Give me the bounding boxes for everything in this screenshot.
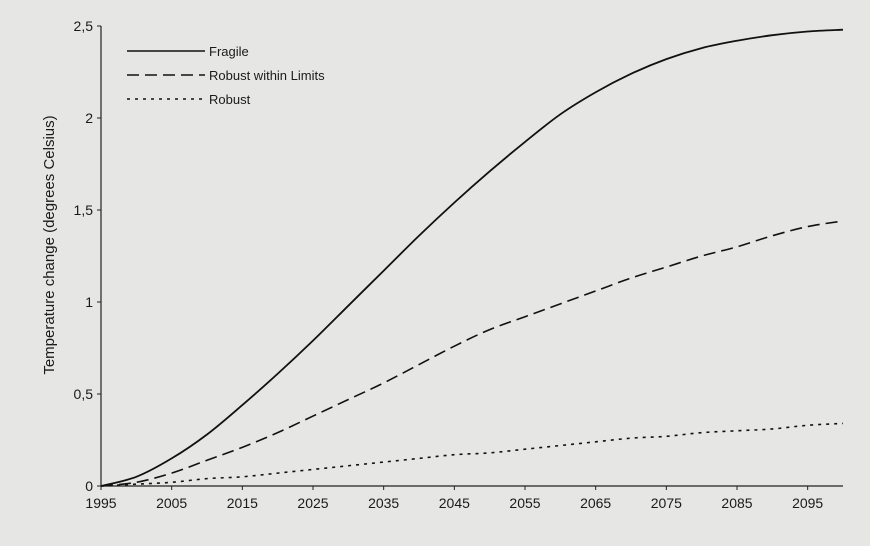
axes xyxy=(97,25,843,490)
y-tick-label: 1,5 xyxy=(74,202,94,218)
series-lines xyxy=(100,28,844,487)
y-tick-label: 2,5 xyxy=(74,18,94,34)
legend: Fragile Robust within Limits Robust xyxy=(127,44,325,107)
series-line-2 xyxy=(100,220,844,487)
y-tick-label: 2 xyxy=(85,110,93,126)
legend-label-2: Robust within Limits xyxy=(209,68,325,83)
x-tick-label: 2085 xyxy=(721,495,752,511)
x-tick-label: 2015 xyxy=(227,495,258,511)
y-tick-label: 0 xyxy=(85,478,93,494)
x-tick-label: 1995 xyxy=(85,495,116,511)
x-tick-label: 2065 xyxy=(580,495,611,511)
x-tick-label: 2095 xyxy=(792,495,823,511)
x-tick-label: 2005 xyxy=(156,495,187,511)
series-line-1 xyxy=(100,28,844,487)
y-tick-label: 1 xyxy=(85,294,93,310)
x-tick-label: 2045 xyxy=(439,495,470,511)
legend-label-1: Fragile xyxy=(209,44,249,59)
legend-label-3: Robust xyxy=(209,92,251,107)
x-tick-label: 2055 xyxy=(509,495,540,511)
x-tick-label: 2075 xyxy=(651,495,682,511)
y-tick-label: 0,5 xyxy=(74,386,94,402)
x-tick-label: 2035 xyxy=(368,495,399,511)
x-tick-label: 2025 xyxy=(297,495,328,511)
tick-labels: 0 0,5 1 1,5 2 2,5 1995 2005 2015 2025 2035 2045 2055… xyxy=(74,18,824,511)
y-axis-title: Temperature change (degrees Celsius) xyxy=(41,115,58,374)
